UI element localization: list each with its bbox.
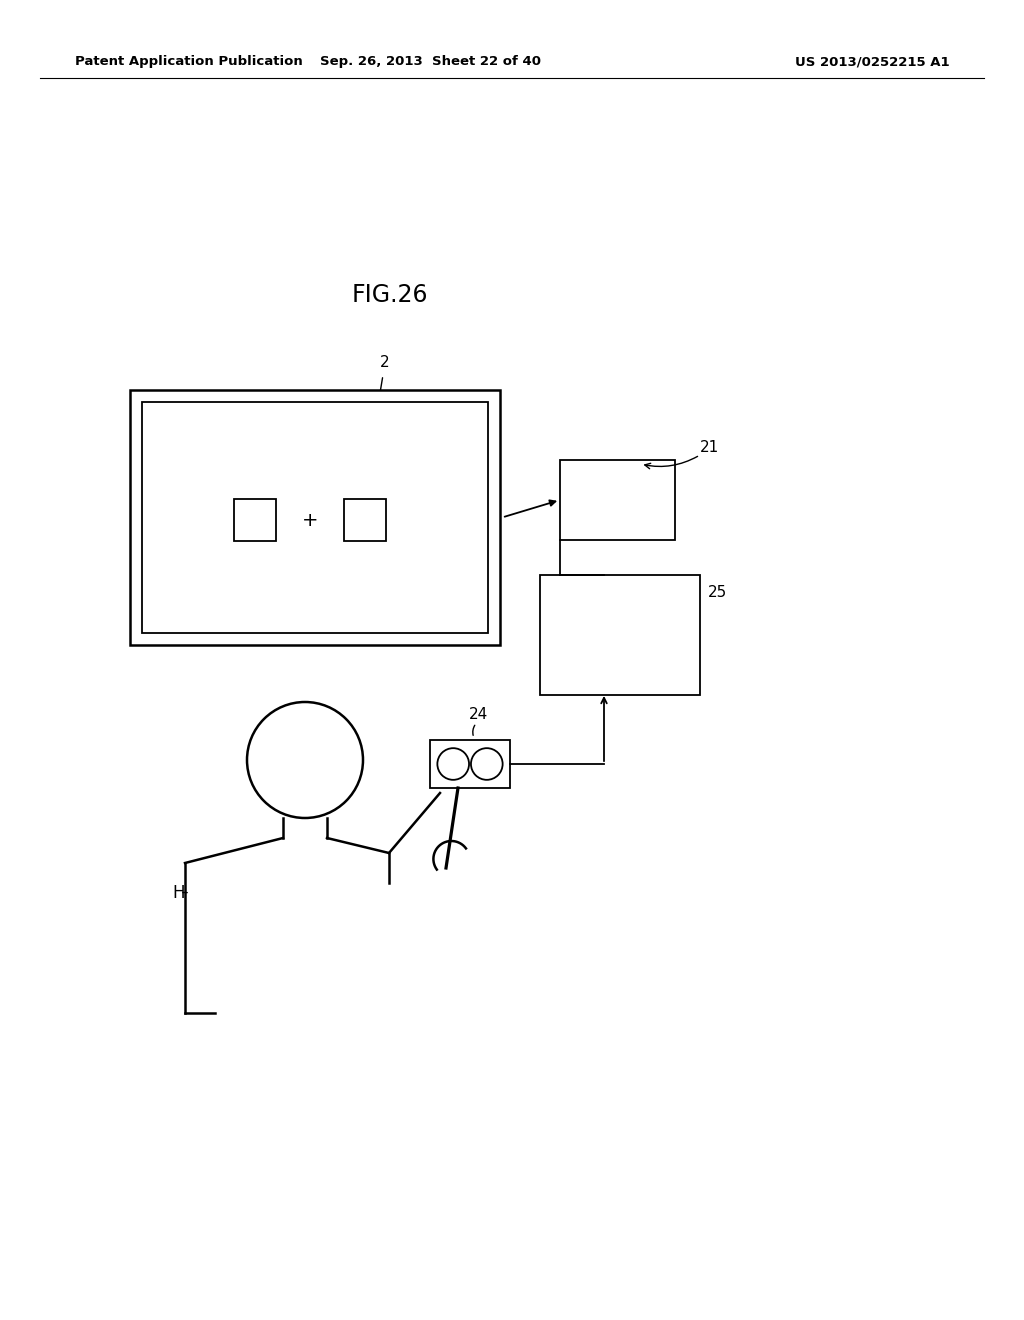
Text: 2: 2 [380,355,390,370]
Bar [430,741,510,788]
Text: Sep. 26, 2013  Sheet 22 of 40: Sep. 26, 2013 Sheet 22 of 40 [319,55,541,69]
Text: Patent Application Publication: Patent Application Publication [75,55,303,69]
Text: US 2013/0252215 A1: US 2013/0252215 A1 [796,55,950,69]
Bar [540,576,700,696]
Text: H: H [172,884,185,902]
Text: 21: 21 [700,441,719,455]
Text: +: + [302,511,318,529]
Bar [344,499,386,541]
Bar [560,459,675,540]
Text: FIG.26: FIG.26 [352,282,428,308]
Text: 24: 24 [468,708,487,722]
Bar [234,499,276,541]
Bar [142,403,488,634]
Text: 25: 25 [708,585,727,601]
Bar [130,389,500,645]
